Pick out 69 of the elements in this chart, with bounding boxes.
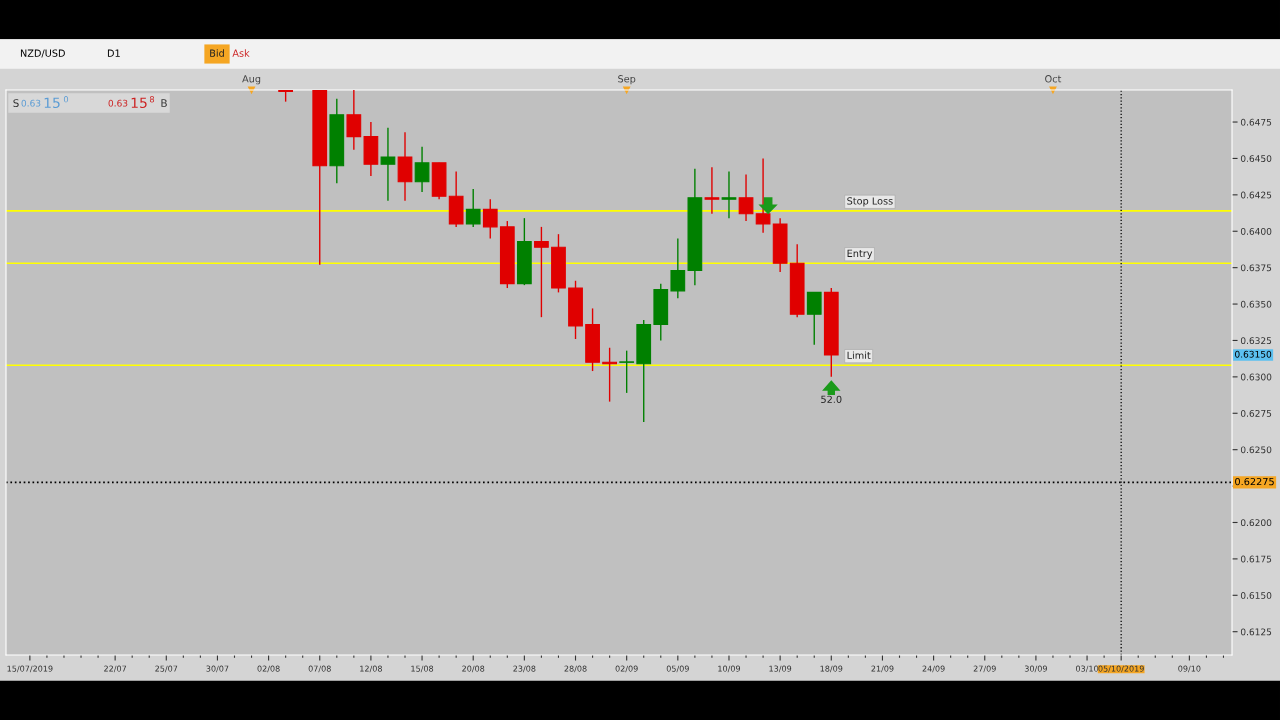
text: Sep	[618, 75, 636, 85]
y-tick-label: 0.6425	[1240, 191, 1272, 199]
text: Aug	[242, 75, 261, 85]
y-tick-label: 0.6450	[1240, 155, 1272, 162]
x-tick-label: 09/10	[1178, 665, 1201, 673]
chart-title: NZD/USD	[20, 49, 65, 58]
x-tick-label: 07/08	[308, 665, 331, 673]
annotation: B	[161, 99, 167, 107]
y-tick-label: 0.6350	[1240, 300, 1272, 308]
candlestick	[380, 127, 396, 202]
candlestick	[670, 237, 686, 299]
x-tick-label: 30/07	[206, 665, 229, 673]
x-tick-label: 27/09	[973, 665, 996, 673]
x-tick-label: 21/09	[871, 665, 894, 673]
x-tick-label: 18/09	[820, 665, 843, 673]
annotation: 52.0	[821, 395, 842, 403]
y-tick-label: 0.6300	[1240, 373, 1272, 381]
y-tick-label: 0.6200	[1240, 519, 1272, 527]
annotation: 8	[149, 96, 155, 103]
x-tick-label: 05/10/2019	[1098, 665, 1144, 673]
candlestick	[619, 349, 635, 394]
chart-subtitle: D1	[107, 49, 120, 57]
annotation: 0.63	[108, 99, 128, 107]
ref-line-label: Limit	[847, 351, 871, 359]
text: Bid	[210, 49, 224, 57]
candlestick	[738, 173, 754, 222]
text: Ask	[232, 49, 250, 57]
y-tick-label: 0.6125	[1240, 628, 1272, 636]
ref-line-label: Entry	[847, 249, 873, 259]
text: Oct	[1045, 75, 1062, 83]
ref-line-label: Stop Loss	[847, 197, 893, 207]
text: 0.63150	[1235, 350, 1272, 358]
x-tick-label: 03/10	[1075, 665, 1099, 673]
annotation: 0.63 15 0	[21, 96, 69, 109]
candlestick	[482, 198, 498, 240]
x-tick-label: 15/08	[411, 665, 434, 673]
x-tick-label: 15/07/2019	[7, 665, 53, 673]
candlestick	[346, 90, 362, 151]
candlestick	[721, 170, 737, 219]
candlestick	[465, 188, 481, 228]
x-tick-label: 12/08	[360, 665, 382, 673]
candlestick	[755, 157, 771, 234]
x-tick-label: 28/08	[564, 665, 587, 673]
annotation: S	[13, 99, 19, 108]
x-tick-label: 05/09	[666, 665, 689, 673]
y-tick-label: 0.6175	[1240, 555, 1272, 563]
x-tick-label: 24/09	[922, 665, 945, 673]
x-tick-label: 22/07	[104, 665, 127, 673]
y-tick-label: 0.6150	[1240, 592, 1272, 599]
candlestick	[414, 146, 430, 193]
y-tick-label: 0.6375	[1240, 264, 1272, 272]
candlestick	[704, 166, 720, 215]
y-tick-label: 0.6475	[1240, 118, 1272, 126]
x-tick-label: 23/08	[513, 665, 536, 673]
y-tick-label: 0.6325	[1240, 337, 1272, 345]
y-tick-label: 0.6400	[1240, 227, 1272, 235]
candlestick	[534, 226, 549, 318]
x-tick-label: 25/07	[155, 665, 178, 673]
y-tick-label: 0.6275	[1240, 410, 1272, 417]
y-tick-label: 0.6250	[1240, 446, 1272, 454]
annotation: 15	[131, 97, 147, 109]
x-tick-label: 02/08	[257, 665, 280, 673]
x-tick-label: 13/09	[769, 665, 792, 673]
x-tick-label: 30/09	[1024, 665, 1047, 673]
x-tick-label: 10/09	[718, 665, 741, 673]
candlestick	[806, 291, 822, 346]
ref-line-label: 0.62275	[1235, 477, 1274, 486]
x-tick-label: 20/08	[462, 665, 485, 673]
x-tick-label: 02/09	[615, 665, 638, 673]
